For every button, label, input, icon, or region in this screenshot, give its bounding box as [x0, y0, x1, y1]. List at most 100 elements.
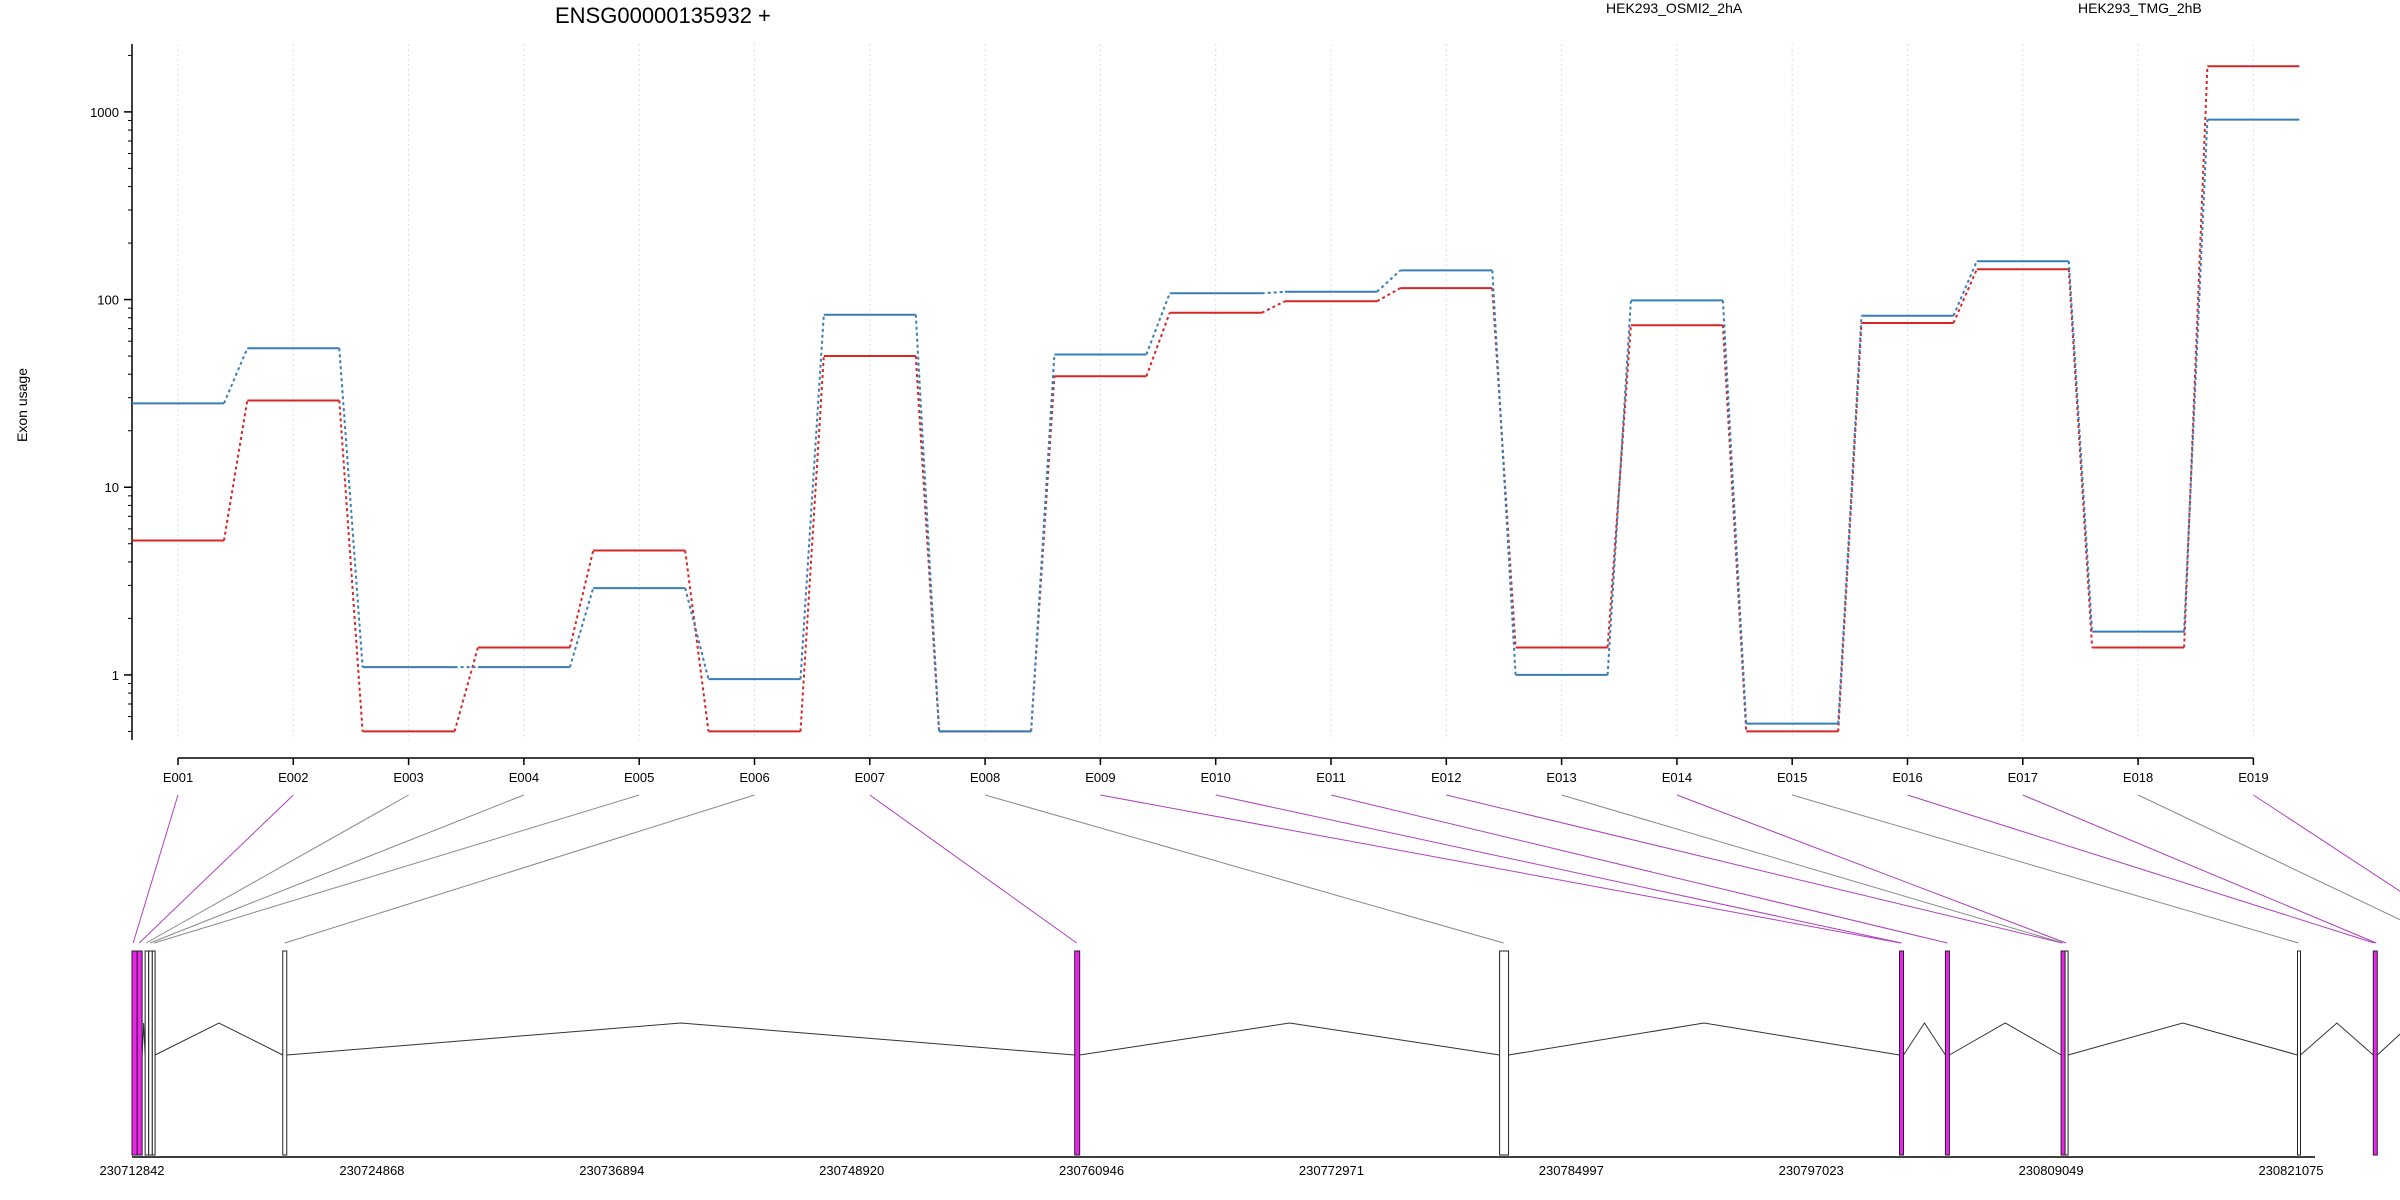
genomic-coordinate-label: 230809049 — [2019, 1163, 2084, 1178]
exon-block — [1899, 950, 1905, 1156]
grid-lines — [177, 44, 2254, 740]
genomic-coordinate-label: 230760946 — [1059, 1163, 1124, 1178]
genomic-coordinate-label: 230797023 — [1779, 1163, 1844, 1178]
connector-E006 — [284, 794, 755, 944]
transition-line — [799, 355, 825, 732]
legend-series-1: HEK293_OSMI2_2hA — [1606, 0, 1743, 16]
y-axis-label: Exon usage — [14, 368, 30, 442]
exon-block — [151, 950, 156, 1156]
exon-block — [2064, 950, 2069, 1156]
transition-line — [223, 400, 249, 541]
chart-title: ENSG00000135932 + — [555, 3, 771, 28]
connector-E008 — [984, 794, 1504, 944]
exon-block — [1074, 950, 1081, 1156]
x-tick-label-E012: E012 — [1431, 770, 1461, 785]
connector-E014 — [1676, 794, 2067, 944]
x-tick-label-E007: E007 — [855, 770, 885, 785]
transition-line — [1261, 300, 1286, 314]
x-tick-label-E016: E016 — [1892, 770, 1922, 785]
connector-E010 — [1215, 794, 1902, 944]
connector-E015 — [1792, 794, 2299, 944]
transition-line — [1606, 300, 1632, 675]
transition-line — [1721, 325, 1748, 732]
x-tick-label-E010: E010 — [1201, 770, 1231, 785]
x-tick-label-E002: E002 — [278, 770, 308, 785]
transition-line — [1376, 269, 1401, 293]
x-tick-label-E005: E005 — [624, 770, 654, 785]
exon-block — [131, 950, 138, 1156]
connector-E003 — [145, 794, 409, 944]
genomic-coordinate-label: 230736894 — [579, 1163, 644, 1178]
connector-E018 — [2137, 794, 2400, 921]
intron-line — [2067, 1022, 2298, 1056]
intron-line — [1079, 1022, 1500, 1056]
x-tick-label-E006: E006 — [739, 770, 769, 785]
series-lines — [132, 65, 2300, 733]
exon-block — [2296, 950, 2301, 1156]
intron-line — [1903, 1022, 1946, 1056]
x-tick-label-E015: E015 — [1777, 770, 1807, 785]
x-tick-label-E011: E011 — [1316, 770, 1345, 785]
connector-E004 — [149, 794, 525, 944]
x-tick-label-E001: E001 — [163, 770, 193, 785]
transition-line — [1030, 354, 1056, 732]
intron-line — [286, 1022, 1075, 1056]
connector-E007 — [869, 794, 1077, 944]
transition-line — [338, 400, 364, 732]
exon-block — [1944, 950, 1950, 1156]
transition-line — [914, 314, 941, 732]
intron-line — [1949, 1022, 2062, 1056]
transition-line — [1145, 312, 1171, 377]
transition-line — [1952, 268, 1978, 324]
transition-line — [684, 550, 710, 732]
x-tick-label-E004: E004 — [509, 770, 539, 785]
transition-line — [338, 348, 364, 668]
connector-E009 — [1100, 794, 1901, 944]
intron-line — [2376, 1033, 2400, 1056]
genomic-coordinate-label: 230748920 — [819, 1163, 884, 1178]
transition-line — [1721, 300, 1748, 724]
y-tick-label: 1000 — [90, 105, 119, 120]
series-2 — [132, 118, 2300, 733]
legend-series-2: HEK293_TMG_2hB — [2078, 0, 2202, 16]
exon-block — [136, 950, 143, 1156]
exon-block — [282, 950, 288, 1156]
exon-connectors — [132, 794, 2400, 944]
connector-E002 — [138, 794, 294, 944]
x-tick-label-E008: E008 — [970, 770, 1000, 785]
transition-line — [2067, 261, 2094, 632]
transition-line — [799, 314, 825, 680]
genomic-coordinate-label: 230821075 — [2258, 1163, 2323, 1178]
transition-line — [2183, 119, 2209, 632]
transition-line — [568, 550, 595, 648]
connector-E001 — [132, 794, 179, 944]
intron-line — [2300, 1022, 2374, 1056]
transition-line — [1491, 270, 1517, 675]
transition-line — [684, 587, 710, 680]
series-1 — [132, 65, 2300, 733]
transition-line — [1030, 376, 1056, 732]
transition-line — [1261, 290, 1286, 295]
connector-E016 — [1907, 794, 2375, 944]
x-tick-label-E013: E013 — [1546, 770, 1576, 785]
transition-line — [1376, 287, 1401, 303]
intron-line — [154, 1022, 283, 1056]
x-tick-label-E014: E014 — [1662, 770, 1692, 785]
genomic-coordinate-label: 230724868 — [339, 1163, 404, 1178]
exon-block — [2372, 950, 2378, 1156]
x-tick-label-E009: E009 — [1085, 770, 1115, 785]
intron-line — [1508, 1022, 1900, 1056]
x-tick-label-E019: E019 — [2238, 770, 2268, 785]
connector-E005 — [153, 794, 640, 944]
connector-E012 — [1446, 794, 2063, 944]
exon-block — [2060, 950, 2066, 1156]
y-tick-label: 1 — [112, 668, 119, 683]
transition-line — [1837, 315, 1863, 724]
y-tick-label: 10 — [105, 480, 119, 495]
transition-line — [1837, 322, 1863, 732]
gene-model: 230712842 230724868 230736894 230748920 2307… — [99, 950, 2400, 1178]
transition-line — [223, 347, 249, 404]
exon-block — [144, 950, 150, 1156]
transition-line — [1145, 292, 1171, 355]
